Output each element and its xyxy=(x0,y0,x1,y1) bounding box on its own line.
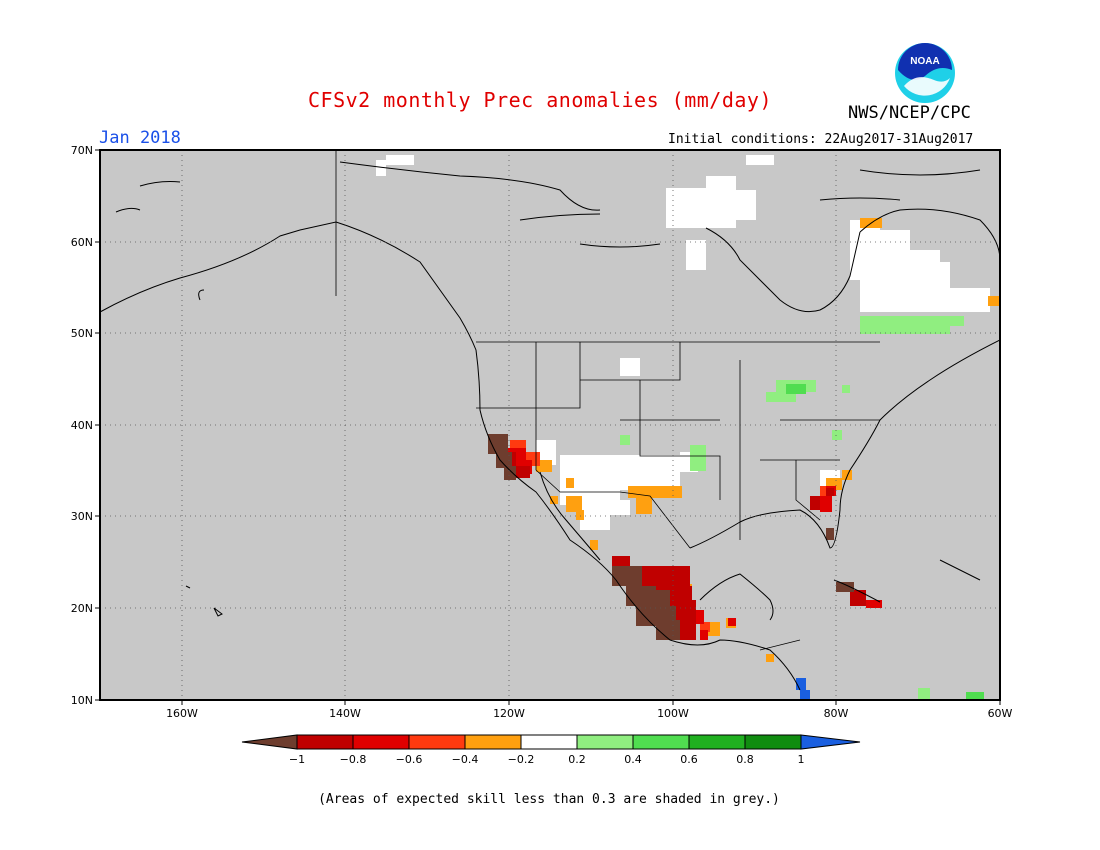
chart-title: CFSv2 monthly Prec anomalies (mm/day) xyxy=(307,88,773,112)
political-borders xyxy=(335,150,880,651)
lon-label: 80W xyxy=(824,707,849,720)
lat-labels: 70N 60N 50N 40N 30N 20N 10N xyxy=(71,144,93,707)
colorbar-label: 0.2 xyxy=(568,753,586,766)
colorbar xyxy=(241,734,861,750)
brown-cells xyxy=(488,434,854,640)
colorbar-label: 0.6 xyxy=(680,753,698,766)
skill-footnote: (Areas of expected skill less than 0.3 a… xyxy=(318,792,780,807)
lat-label: 70N xyxy=(71,144,93,157)
noaa-logo-text: NOAA xyxy=(910,56,939,67)
tick-marks xyxy=(95,149,1001,705)
graticule xyxy=(100,150,1000,700)
anomaly-cells xyxy=(376,155,1000,700)
colorbar-label: −0.8 xyxy=(340,753,367,766)
colorbar-swatch xyxy=(464,734,522,750)
colorbar-labels: −1 −0.8 −0.6 −0.4 −0.2 0.2 0.4 0.6 0.8 1 xyxy=(289,753,805,766)
lon-labels: 160W 140W 120W 100W 80W 60W xyxy=(166,707,1012,720)
colorbar-label: −1 xyxy=(289,753,305,766)
lat-label: 30N xyxy=(71,510,93,523)
colorbar-high-arrow xyxy=(800,734,861,750)
colorbar-swatch xyxy=(296,734,354,750)
lat-label: 40N xyxy=(71,419,93,432)
lon-label: 100W xyxy=(657,707,689,720)
lat-label: 60N xyxy=(71,236,93,249)
noaa-logo-icon: NOAA xyxy=(894,42,956,104)
lat-label: 50N xyxy=(71,327,93,340)
lon-label: 160W xyxy=(166,707,198,720)
colorbar-swatch xyxy=(632,734,690,750)
lon-label: 60W xyxy=(988,707,1013,720)
colorbar-label: 1 xyxy=(798,753,805,766)
agency-label: NWS/NCEP/CPC xyxy=(848,103,971,123)
colorbar-swatch xyxy=(688,734,746,750)
colorbar-swatch xyxy=(408,734,466,750)
coastlines xyxy=(100,161,1000,691)
initial-conditions-label: Initial conditions: 22Aug2017-31Aug2017 xyxy=(668,132,974,147)
colorbar-swatch xyxy=(744,734,802,750)
lon-label: 140W xyxy=(329,707,361,720)
colorbar-low-arrow xyxy=(241,734,298,750)
green-cells xyxy=(786,384,984,700)
valid-month-label: Jan 2018 xyxy=(99,128,181,148)
blue-cells xyxy=(796,678,810,700)
colorbar-label: −0.6 xyxy=(396,753,423,766)
colorbar-label: 0.4 xyxy=(624,753,642,766)
lon-label: 120W xyxy=(493,707,525,720)
colorbar-label: 0.8 xyxy=(736,753,754,766)
near-normal-cells xyxy=(376,155,990,530)
colorbar-swatch xyxy=(576,734,634,750)
colorbar-swatch xyxy=(520,734,578,750)
colorbar-swatch xyxy=(352,734,410,750)
colorbar-label: −0.4 xyxy=(452,753,479,766)
lat-label: 20N xyxy=(71,602,93,615)
colorbar-label: −0.2 xyxy=(508,753,535,766)
lat-label: 10N xyxy=(71,694,93,707)
